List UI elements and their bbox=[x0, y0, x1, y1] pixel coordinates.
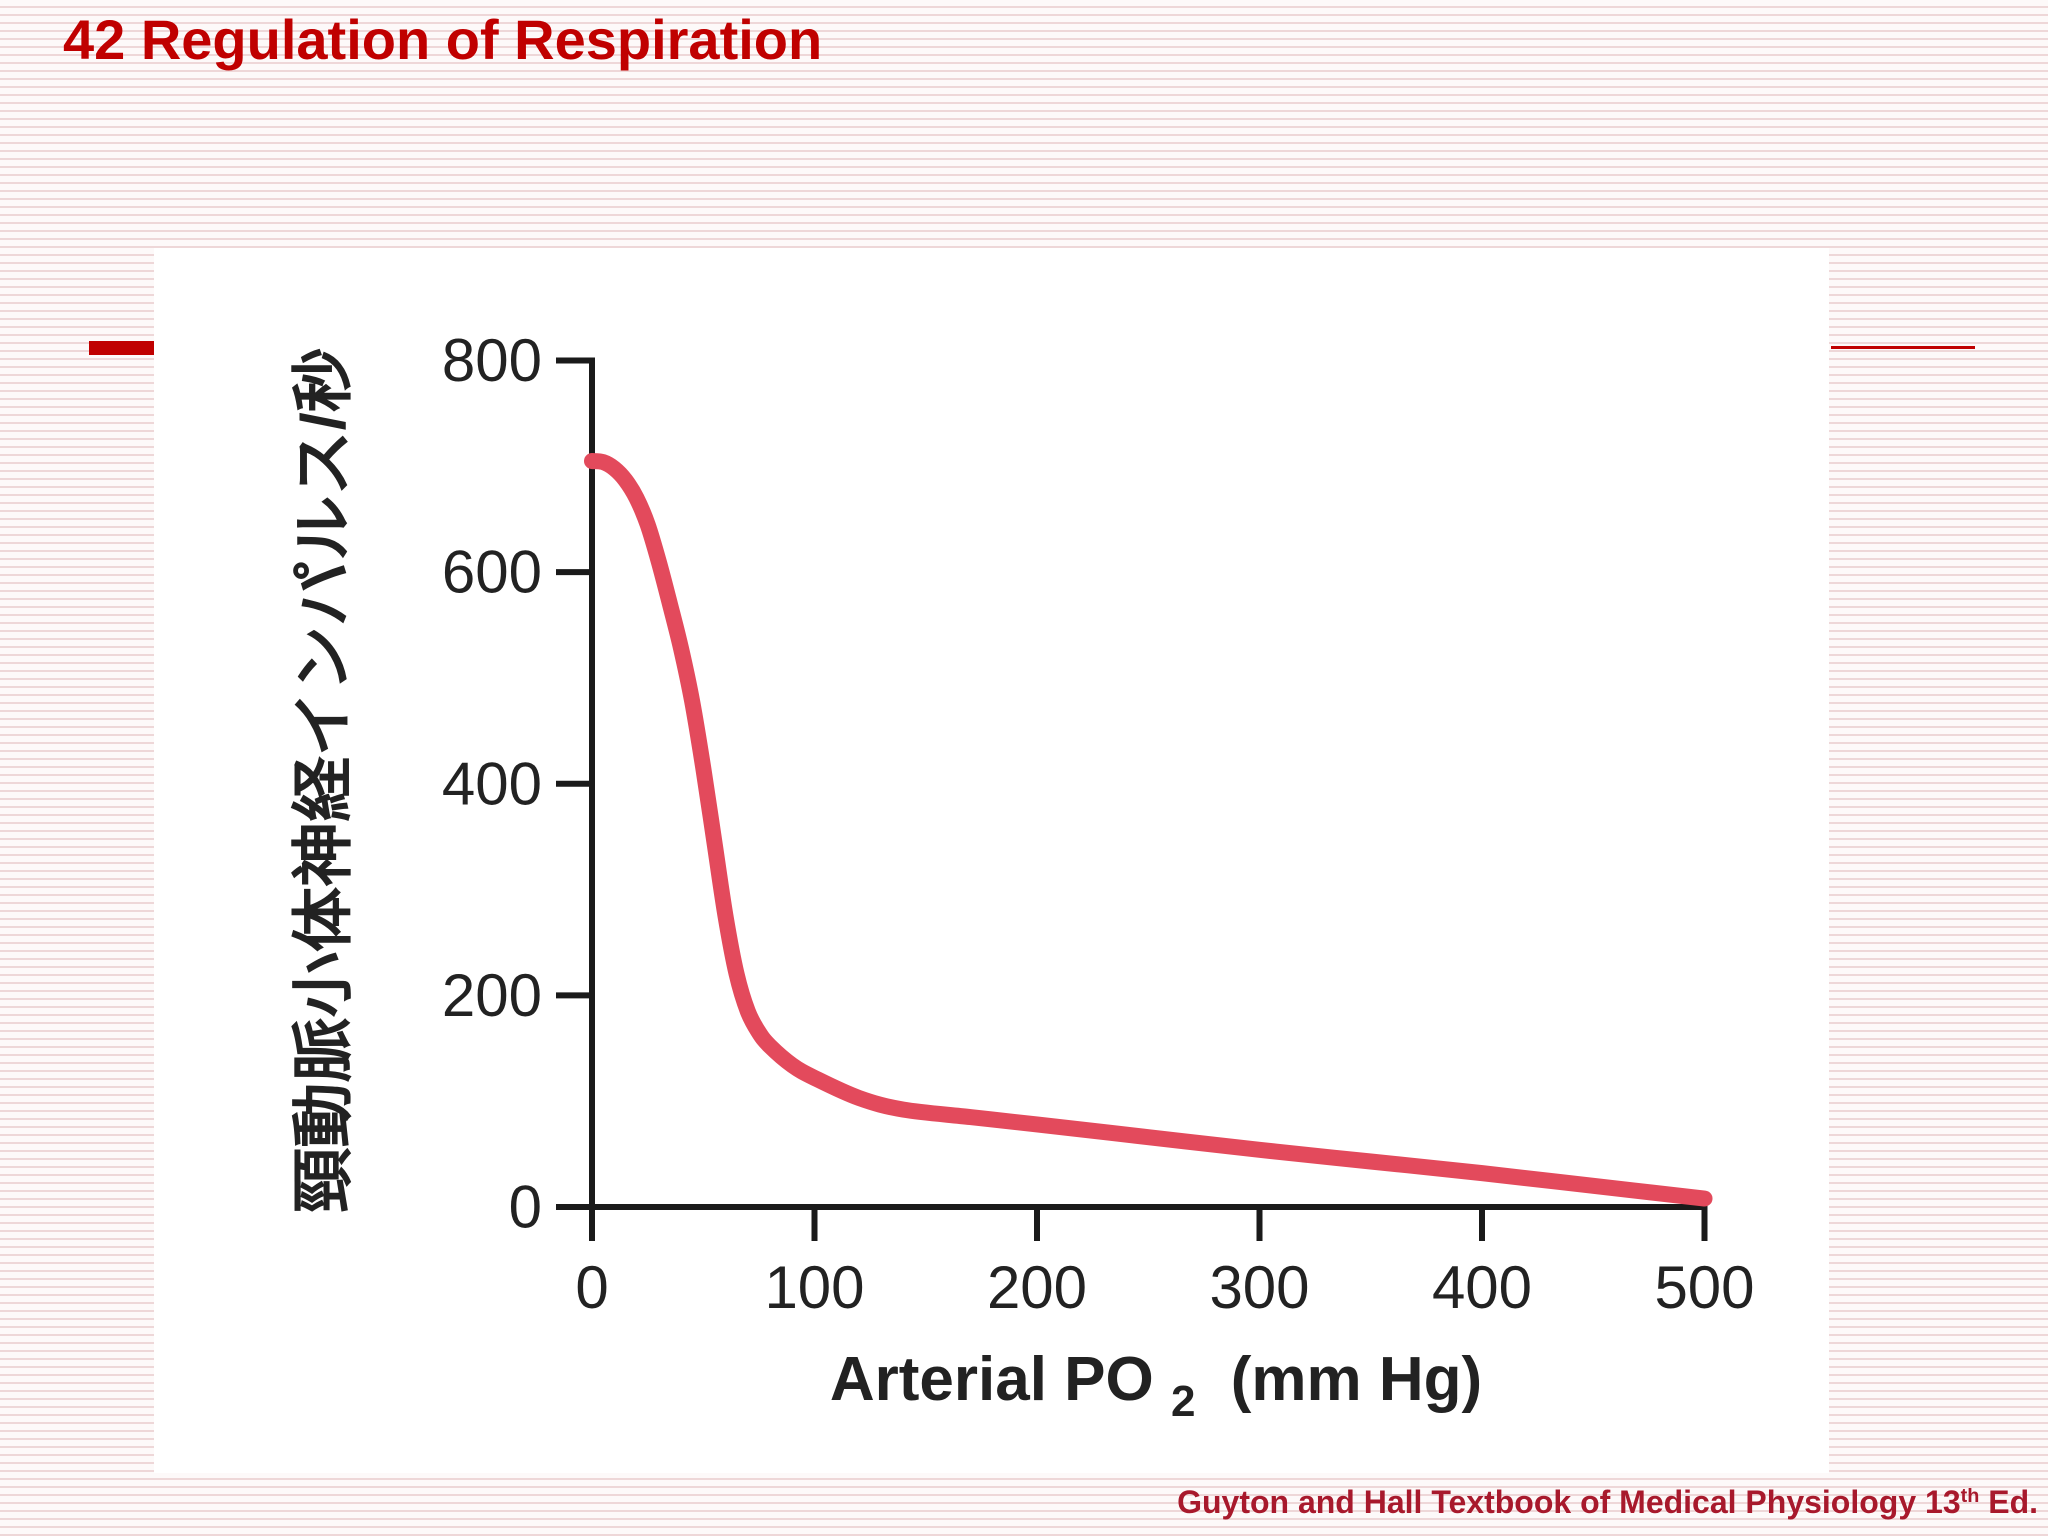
x-tick-label: 100 bbox=[764, 1254, 864, 1321]
chart-panel: 0 200 400 600 800 0 100 200 300 400 500 Arterial P… bbox=[154, 248, 1829, 1473]
x-tick-label: 500 bbox=[1654, 1254, 1754, 1321]
chart-marks: 0 200 400 600 800 0 100 200 300 400 500 bbox=[442, 327, 1755, 1321]
y-tick-label: 800 bbox=[442, 327, 542, 394]
x-tick-label: 300 bbox=[1209, 1254, 1309, 1321]
source-citation-superscript: th bbox=[1960, 1485, 1980, 1508]
y-axis-label: 頸動脈小体神経インパルス/秒 bbox=[290, 347, 359, 1213]
source-citation: Guyton and Hall Textbook of Medical Phys… bbox=[1177, 1482, 2038, 1522]
x-tick-label: 400 bbox=[1432, 1254, 1532, 1321]
y-tick-label: 600 bbox=[442, 539, 542, 606]
x-axis-label: Arterial PO 2 (mm Hg) bbox=[830, 1345, 1482, 1430]
source-citation-suffix: Ed. bbox=[1979, 1484, 2038, 1520]
accent-rule-right bbox=[1831, 346, 1975, 349]
accent-bar-left bbox=[89, 341, 154, 355]
x-tick-label: 0 bbox=[575, 1254, 608, 1321]
y-tick-label: 400 bbox=[442, 750, 542, 817]
page-title: 42 Regulation of Respiration bbox=[63, 8, 823, 71]
x-axis-label-subscript: 2 bbox=[1171, 1377, 1195, 1426]
source-citation-text: Guyton and Hall Textbook of Medical Phys… bbox=[1177, 1484, 1961, 1520]
series-line bbox=[584, 453, 1713, 1207]
y-tick-label: 0 bbox=[509, 1174, 542, 1241]
chart-svg: 0 200 400 600 800 0 100 200 300 400 500 Arterial P… bbox=[290, 327, 1755, 1430]
x-axis-label-unit: (mm Hg) bbox=[1231, 1345, 1482, 1414]
y-tick-label: 200 bbox=[442, 962, 542, 1029]
x-axis-label-base: Arterial PO bbox=[830, 1345, 1154, 1414]
x-tick-label: 200 bbox=[987, 1254, 1087, 1321]
